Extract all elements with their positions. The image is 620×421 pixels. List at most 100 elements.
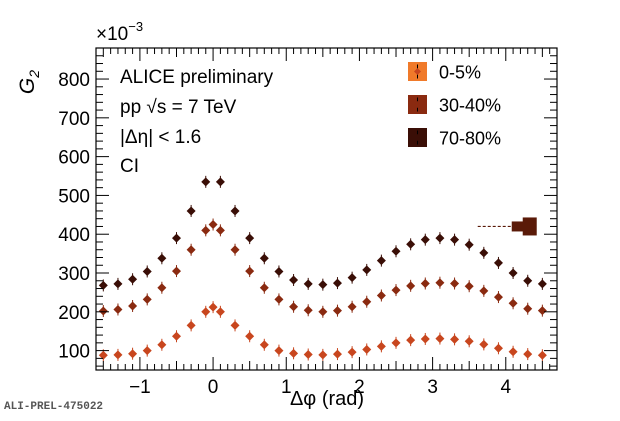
data-point: [493, 292, 503, 302]
data-point: [245, 266, 255, 276]
data-point: [391, 285, 401, 295]
data-point: [303, 305, 313, 315]
sys-marker-large-box: [522, 217, 537, 236]
annotation-energy: pp √s = 7 TeV: [120, 97, 237, 118]
data-point: [508, 347, 518, 357]
data-point: [245, 233, 255, 243]
x-tick-label: 1: [281, 377, 292, 398]
data-point: [98, 280, 108, 290]
data-point: [186, 320, 196, 330]
data-point: [142, 294, 152, 304]
legend-marker: [414, 134, 421, 141]
series-70-80%: [98, 175, 547, 292]
data-point: [537, 306, 547, 316]
data-point: [157, 283, 167, 293]
data-point: [303, 349, 313, 359]
data-point: [391, 246, 401, 256]
data-point: [318, 280, 328, 290]
data-point: [259, 253, 269, 263]
data-point: [420, 334, 430, 344]
data-point: [347, 302, 357, 312]
data-point: [523, 304, 533, 314]
data-point: [406, 281, 416, 291]
data-point: [98, 350, 108, 360]
legend-marker: [414, 101, 421, 108]
data-point: [464, 240, 474, 250]
data-point: [289, 275, 299, 285]
legend: 0-5% 30-40% 70-80%: [408, 62, 501, 149]
data-point: [113, 279, 123, 289]
data-point: [435, 334, 445, 344]
data-point: [208, 302, 218, 312]
data-point: [493, 343, 503, 353]
data-point: [215, 225, 225, 235]
data-point: [98, 306, 108, 316]
data-point: [201, 307, 211, 317]
data-point: [274, 294, 284, 304]
data-point: [157, 340, 167, 350]
data-point: [508, 298, 518, 308]
data-point: [362, 297, 372, 307]
data-point: [208, 220, 218, 230]
data-point: [171, 331, 181, 341]
data-point: [303, 279, 313, 289]
legend-marker: [414, 68, 421, 75]
data-point: [523, 349, 533, 359]
data-point: [113, 304, 123, 314]
data-point: [435, 233, 445, 243]
annotation-collaboration: ALICE preliminary: [120, 67, 274, 88]
data-point: [259, 340, 269, 350]
y-axis-label-subscript: 2: [26, 70, 42, 79]
data-point: [113, 350, 123, 360]
data-point: [128, 349, 138, 359]
data-point: [493, 258, 503, 268]
legend-label: 70-80%: [439, 129, 501, 149]
y-tick-label: 700: [58, 109, 90, 130]
data-point: [215, 307, 225, 317]
data-point: [376, 341, 386, 351]
data-point: [464, 336, 474, 346]
legend-label: 30-40%: [439, 96, 501, 116]
annotation-eta-cut: |Δη| < 1.6: [120, 127, 201, 148]
x-tick-label: 3: [427, 377, 438, 398]
x-tick-label: 2: [354, 377, 365, 398]
data-point: [332, 306, 342, 316]
series-layer: [98, 175, 547, 362]
data-point: [318, 307, 328, 317]
data-point: [230, 206, 240, 216]
y-tick-label: 500: [58, 186, 90, 207]
data-point: [479, 286, 489, 296]
data-point: [479, 339, 489, 349]
data-point: [523, 276, 533, 286]
data-point: [450, 235, 460, 245]
systematic-uncertainty-marker: [477, 217, 537, 236]
data-point: [537, 279, 547, 289]
series-0-5%: [98, 301, 547, 362]
data-point: [420, 278, 430, 288]
data-point: [508, 268, 518, 278]
data-point: [230, 320, 240, 330]
data-point: [128, 301, 138, 311]
data-point: [406, 239, 416, 249]
y-tick-label: 300: [58, 264, 90, 285]
data-point: [128, 274, 138, 284]
x-tick-label: 0: [208, 377, 219, 398]
y-tick-label: 400: [58, 225, 90, 246]
data-point: [450, 278, 460, 288]
series-30-40%: [98, 218, 547, 318]
axes-layer: 100 200 300 400 500 600 700 800 −1 0 1 2 3 4: [58, 47, 558, 398]
data-point: [171, 233, 181, 243]
data-point: [186, 245, 196, 255]
annotation-charge-combination: CI: [120, 156, 139, 177]
data-point: [259, 283, 269, 293]
data-point: [362, 344, 372, 354]
data-point: [201, 177, 211, 187]
data-point: [215, 177, 225, 187]
data-point: [171, 266, 181, 276]
figure-id: ALI-PREL-475022: [4, 401, 104, 413]
data-point: [289, 302, 299, 312]
y-tick-label: 800: [58, 70, 90, 91]
data-point: [376, 256, 386, 266]
data-point: [464, 281, 474, 291]
